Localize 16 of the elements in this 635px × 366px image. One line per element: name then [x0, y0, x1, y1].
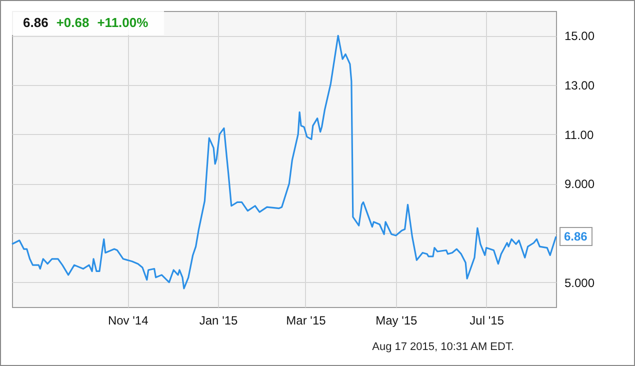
annotation: +0.68 — [56, 15, 90, 30]
y-tick-label: 11.00 — [564, 128, 594, 142]
x-tick-label: May '15 — [376, 314, 418, 328]
y-tick-label: 15.00 — [564, 29, 595, 44]
annotation: 6.86 — [564, 229, 588, 244]
x-tick-label: Jul '15 — [470, 314, 504, 328]
y-tick-label: 5.000 — [564, 276, 595, 290]
chart-title: 6.86 — [23, 15, 48, 30]
y-tick-label: 9.000 — [564, 177, 595, 192]
annotation: +11.00% — [97, 15, 148, 30]
line-series — [11, 34, 557, 290]
x-tick-label: Jan '15 — [199, 314, 238, 328]
y-tick-label: 13.00 — [564, 78, 595, 92]
x-tick-label: Mar '15 — [286, 314, 326, 328]
text: Aug 17 2015, 10:31 AM EDT. — [372, 341, 514, 353]
x-tick-label: Nov '14 — [108, 314, 149, 328]
